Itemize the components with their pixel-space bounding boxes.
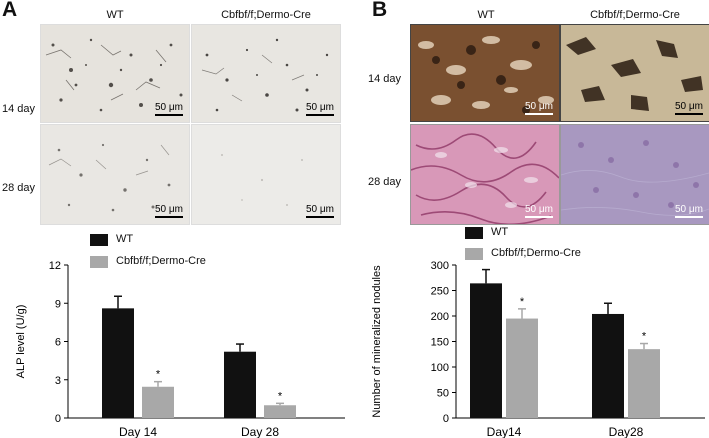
panel-b-col-label-wt: WT bbox=[477, 9, 495, 21]
bar-ko bbox=[142, 386, 174, 418]
micrograph-alp-ko-14day: 50 μm bbox=[191, 24, 341, 123]
x-tick-label: Day28 bbox=[609, 425, 644, 438]
y-tick-label: 100 bbox=[431, 362, 449, 374]
legend-label-wt-b: WT bbox=[491, 226, 509, 238]
significance-marker: * bbox=[642, 331, 647, 343]
micrograph-alizarin-ko-28day: 50 μm bbox=[560, 124, 709, 225]
scale-bar-label: 50 μm bbox=[306, 102, 334, 113]
legend-swatch-wt bbox=[90, 234, 108, 246]
legend-swatch-ko-b bbox=[465, 248, 483, 260]
legend-label-wt: WT bbox=[116, 233, 134, 245]
y-tick-label: 0 bbox=[443, 413, 449, 425]
scale-bar-label: 50 μm bbox=[155, 102, 183, 113]
panel-a-letter: A bbox=[2, 0, 18, 21]
scale-bar-label: 50 μm bbox=[675, 204, 703, 215]
scale-bar-b4: 50 μm bbox=[675, 204, 703, 218]
scale-bar-b3: 50 μm bbox=[525, 204, 553, 218]
scale-bar-b2: 50 μm bbox=[675, 101, 703, 115]
y-axis-label: ALP level (U/g) bbox=[15, 305, 27, 379]
x-tick-label: Day14 bbox=[487, 425, 522, 438]
y-tick-label: 12 bbox=[49, 260, 61, 272]
scale-bar-a4: 50 μm bbox=[306, 204, 334, 218]
panel-a-col-label-ko: Cbfbf/f;Dermo-Cre bbox=[221, 9, 311, 21]
bar-wt bbox=[102, 308, 134, 418]
legend-swatch-ko bbox=[90, 256, 108, 268]
legend-label-ko: Cbfbf/f;Dermo-Cre bbox=[116, 255, 206, 267]
scale-bar-label: 50 μm bbox=[155, 204, 183, 215]
scale-bar-b1: 50 μm bbox=[525, 101, 553, 115]
y-tick-label: 3 bbox=[55, 375, 61, 387]
x-tick-label: Day 28 bbox=[241, 425, 279, 438]
bar-ko bbox=[506, 318, 538, 418]
significance-marker: * bbox=[278, 390, 283, 402]
alp-level-chart: 0 3 6 9 12 ALP level (U/g) * Day 14 * Day 28 bbox=[15, 260, 345, 438]
micrograph-alp-ko-28day: 50 μm bbox=[191, 124, 341, 225]
micrograph-alizarin-wt-14day: 50 μm bbox=[410, 24, 560, 122]
bar-wt bbox=[224, 351, 256, 418]
micrograph-alp-wt-28day: 50 μm bbox=[40, 124, 190, 225]
panel-a-col-label-wt: WT bbox=[106, 9, 124, 21]
mineralized-nodules-chart: 0 50 100 150 200 250 300 Number of mineralized … bbox=[371, 260, 705, 438]
scale-bar-a3: 50 μm bbox=[155, 204, 183, 218]
legend-swatch-wt-b bbox=[465, 227, 483, 239]
legend-label-ko-b: Cbfbf/f;Dermo-Cre bbox=[491, 247, 581, 259]
panel-a-row-label-28: 28 day bbox=[2, 182, 36, 194]
scale-bar-label: 50 μm bbox=[675, 101, 703, 112]
panel-b-row-label-14: 14 day bbox=[368, 73, 402, 85]
micrograph-alizarin-ko-14day: 50 μm bbox=[560, 24, 709, 122]
x-tick-label: Day 14 bbox=[119, 425, 157, 438]
panel-a-row-label-14: 14 day bbox=[2, 103, 36, 115]
bar-ko bbox=[264, 405, 296, 418]
significance-marker: * bbox=[520, 296, 525, 308]
micrograph-alizarin-wt-28day: 50 μm bbox=[410, 124, 560, 225]
y-axis-label: Number of mineralized nodules bbox=[371, 265, 383, 418]
y-tick-label: 250 bbox=[431, 286, 449, 298]
micrograph-alp-wt-14day: 50 μm bbox=[40, 24, 190, 123]
y-tick-label: 9 bbox=[55, 298, 61, 310]
scale-bar-label: 50 μm bbox=[525, 204, 553, 215]
y-tick-label: 300 bbox=[431, 260, 449, 272]
bar-wt bbox=[592, 313, 624, 418]
y-tick-label: 200 bbox=[431, 311, 449, 323]
y-tick-label: 150 bbox=[431, 337, 449, 349]
bar-ko bbox=[628, 349, 660, 418]
bar-wt bbox=[470, 283, 502, 418]
scale-bar-label: 50 μm bbox=[306, 204, 334, 215]
panel-b-col-label-ko: Cbfbf/f;Dermo-Cre bbox=[590, 9, 680, 21]
y-tick-label: 50 bbox=[437, 388, 449, 400]
panel-b-row-label-28: 28 day bbox=[368, 176, 402, 188]
scale-bar-label: 50 μm bbox=[525, 101, 553, 112]
y-tick-label: 6 bbox=[55, 337, 61, 349]
y-tick-label: 0 bbox=[55, 413, 61, 425]
scale-bar-a1: 50 μm bbox=[155, 102, 183, 116]
scale-bar-a2: 50 μm bbox=[306, 102, 334, 116]
panel-b-letter: B bbox=[372, 0, 388, 21]
significance-marker: * bbox=[156, 369, 161, 381]
